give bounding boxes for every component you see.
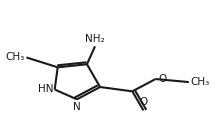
Text: O: O <box>158 74 166 84</box>
Text: CH₃: CH₃ <box>5 52 24 62</box>
Text: O: O <box>139 97 148 107</box>
Text: N: N <box>73 102 81 112</box>
Text: HN: HN <box>38 85 54 94</box>
Text: CH₃: CH₃ <box>191 77 210 87</box>
Text: NH₂: NH₂ <box>85 34 105 44</box>
